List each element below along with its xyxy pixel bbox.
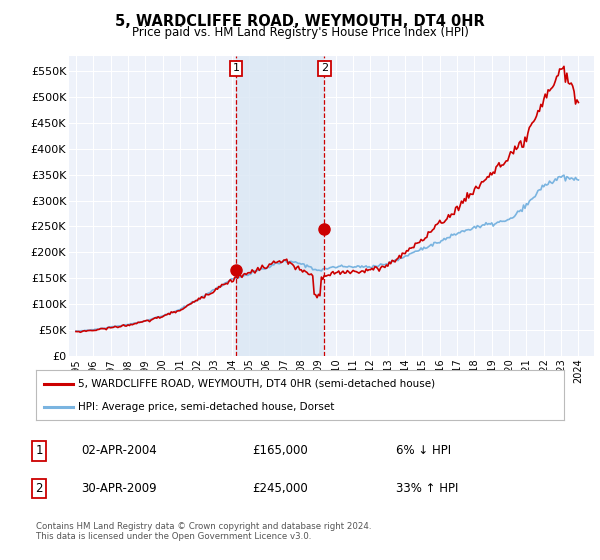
Text: 6% ↓ HPI: 6% ↓ HPI: [396, 444, 451, 458]
Text: HPI: Average price, semi-detached house, Dorset: HPI: Average price, semi-detached house,…: [78, 402, 335, 412]
Text: 2: 2: [320, 63, 328, 73]
Text: 30-APR-2009: 30-APR-2009: [81, 482, 157, 495]
Text: 1: 1: [233, 63, 240, 73]
Text: 02-APR-2004: 02-APR-2004: [81, 444, 157, 458]
Text: £245,000: £245,000: [252, 482, 308, 495]
Text: 5, WARDCLIFFE ROAD, WEYMOUTH, DT4 0HR: 5, WARDCLIFFE ROAD, WEYMOUTH, DT4 0HR: [115, 14, 485, 29]
Bar: [236, 56, 324, 356]
Text: 33% ↑ HPI: 33% ↑ HPI: [396, 482, 458, 495]
Text: 5, WARDCLIFFE ROAD, WEYMOUTH, DT4 0HR (semi-detached house): 5, WARDCLIFFE ROAD, WEYMOUTH, DT4 0HR (s…: [78, 379, 436, 389]
Text: 2: 2: [35, 482, 43, 495]
Text: 1: 1: [35, 444, 43, 458]
Text: Contains HM Land Registry data © Crown copyright and database right 2024.
This d: Contains HM Land Registry data © Crown c…: [36, 522, 371, 542]
Text: £165,000: £165,000: [252, 444, 308, 458]
Text: Price paid vs. HM Land Registry's House Price Index (HPI): Price paid vs. HM Land Registry's House …: [131, 26, 469, 39]
